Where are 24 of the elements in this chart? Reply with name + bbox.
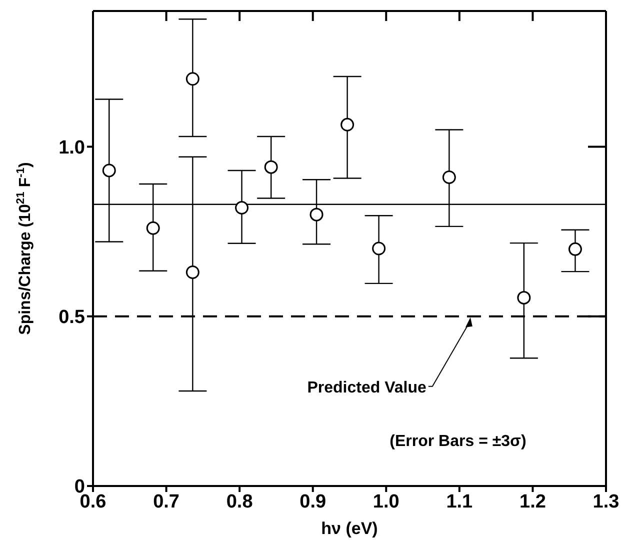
- x-tick-label: 1.1: [446, 491, 474, 512]
- point: [372, 242, 386, 256]
- point: [310, 208, 324, 222]
- x-axis-title: hν (eV): [321, 519, 378, 538]
- point: [340, 118, 354, 132]
- point: [102, 164, 116, 178]
- point: [264, 160, 278, 174]
- point: [146, 221, 160, 235]
- x-tick-label: 0.7: [153, 491, 180, 512]
- point: [186, 266, 200, 279]
- x-tick-label: 1.0: [372, 491, 400, 512]
- point: [442, 170, 456, 184]
- point: [235, 201, 249, 215]
- annotation: (Error Bars = ±3σ): [388, 433, 528, 451]
- x-tick-label: 1.3: [592, 491, 620, 512]
- annotation: Predicted Value: [307, 379, 427, 396]
- x-tick-label: 0.9: [300, 491, 326, 512]
- point: [517, 290, 531, 304]
- y-tick-label: 0.5: [58, 307, 86, 328]
- point: [186, 72, 200, 86]
- point: [568, 242, 582, 256]
- x-tick-label: 1.2: [520, 491, 546, 512]
- x-tick-label: 0.8: [226, 491, 253, 512]
- y-tick-label: 1.0: [58, 137, 85, 158]
